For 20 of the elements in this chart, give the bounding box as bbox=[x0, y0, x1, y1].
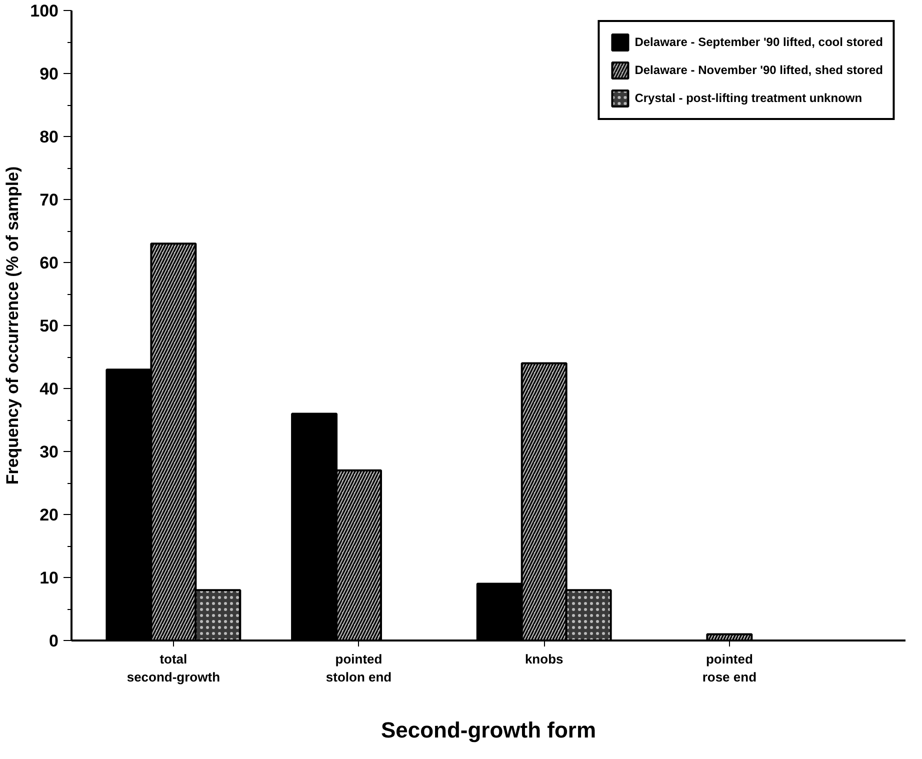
x-tick-label: knobs bbox=[524, 652, 564, 666]
legend-label: Crystal - post-lifting treatment unknown bbox=[634, 91, 862, 105]
y-tick-label: 20 bbox=[40, 506, 59, 524]
y-tick-label: 50 bbox=[40, 316, 59, 336]
y-tick-label: 70 bbox=[40, 190, 59, 210]
y-tick-label: 90 bbox=[40, 64, 59, 84]
legend-label: Delaware - November '90 lifted, shed stored bbox=[634, 63, 883, 77]
y-tick-label: 80 bbox=[40, 128, 59, 146]
x-tick-label: pointed rose end bbox=[702, 652, 757, 684]
x-tick-label: pointed stolon end bbox=[326, 652, 392, 684]
y-tick-label: 0 bbox=[49, 632, 59, 650]
y-tick-label: 10 bbox=[40, 568, 59, 588]
x-axis-title: Second-growth form bbox=[380, 718, 596, 742]
y-axis-title: Frequency of occurrence (% of sample) bbox=[3, 166, 22, 485]
y-tick-label: 30 bbox=[40, 442, 59, 462]
y-tick-label: 60 bbox=[40, 254, 59, 272]
legend-label: Delaware - September '90 lifted, cool stored bbox=[634, 35, 883, 49]
x-tick-label: total second-growth bbox=[126, 652, 220, 684]
y-tick-label: 100 bbox=[30, 2, 59, 20]
y-tick-label: 40 bbox=[40, 380, 59, 398]
